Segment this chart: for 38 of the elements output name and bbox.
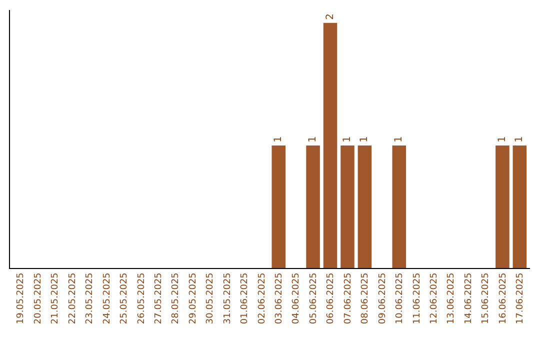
x-tick-label: 05.06.2025 xyxy=(308,272,319,324)
x-tick-label: 17.06.2025 xyxy=(516,272,526,324)
data-label: 2 xyxy=(324,14,336,20)
data-label: 1 xyxy=(308,136,319,142)
x-tick-label: 19.05.2025 xyxy=(16,272,26,324)
x-tick-label: 26.05.2025 xyxy=(136,272,147,324)
x-tick-label: 29.05.2025 xyxy=(188,272,198,324)
x-tick-label: 06.06.2025 xyxy=(326,272,336,324)
x-tick-label: 24.05.2025 xyxy=(102,272,112,324)
x-tick-label: 30.05.2025 xyxy=(206,272,216,324)
x-tick-label: 14.06.2025 xyxy=(464,272,474,324)
x-tick-label: 03.06.2025 xyxy=(274,272,285,324)
x-tick-label: 09.06.2025 xyxy=(378,272,388,324)
data-label: 1 xyxy=(273,136,284,142)
x-tick-label: 16.06.2025 xyxy=(498,272,508,324)
x-tick-label: 01.06.2025 xyxy=(240,272,250,324)
data-label: 1 xyxy=(394,136,405,142)
data-label: 1 xyxy=(359,136,370,142)
x-tick-label: 23.05.2025 xyxy=(85,272,96,324)
data-label: 1 xyxy=(514,136,526,142)
x-tick-label: 12.06.2025 xyxy=(430,272,440,324)
x-tick-label: 21.05.2025 xyxy=(50,272,61,324)
x-tick-label: 11.06.2025 xyxy=(412,272,422,324)
x-tick-label: 25.05.2025 xyxy=(120,272,130,324)
data-label: 1 xyxy=(496,136,508,142)
x-tick-label: 08.06.2025 xyxy=(360,272,371,324)
x-tick-label: 15.06.2025 xyxy=(481,272,492,324)
x-tick-label: 22.05.2025 xyxy=(68,272,78,324)
x-tick-label: 31.05.2025 xyxy=(222,272,233,324)
x-tick-label: 04.06.2025 xyxy=(292,272,302,324)
x-tick-label: 02.06.2025 xyxy=(257,272,268,324)
x-tick-label: 10.06.2025 xyxy=(395,272,406,324)
x-tick-label: 07.06.2025 xyxy=(343,272,354,324)
data-label: 1 xyxy=(342,136,353,142)
x-tick-label: 27.05.2025 xyxy=(154,272,164,324)
x-tick-label: 20.05.2025 xyxy=(33,272,44,324)
x-tick-label: 13.06.2025 xyxy=(446,272,457,324)
x-tick-label: 28.05.2025 xyxy=(171,272,182,324)
